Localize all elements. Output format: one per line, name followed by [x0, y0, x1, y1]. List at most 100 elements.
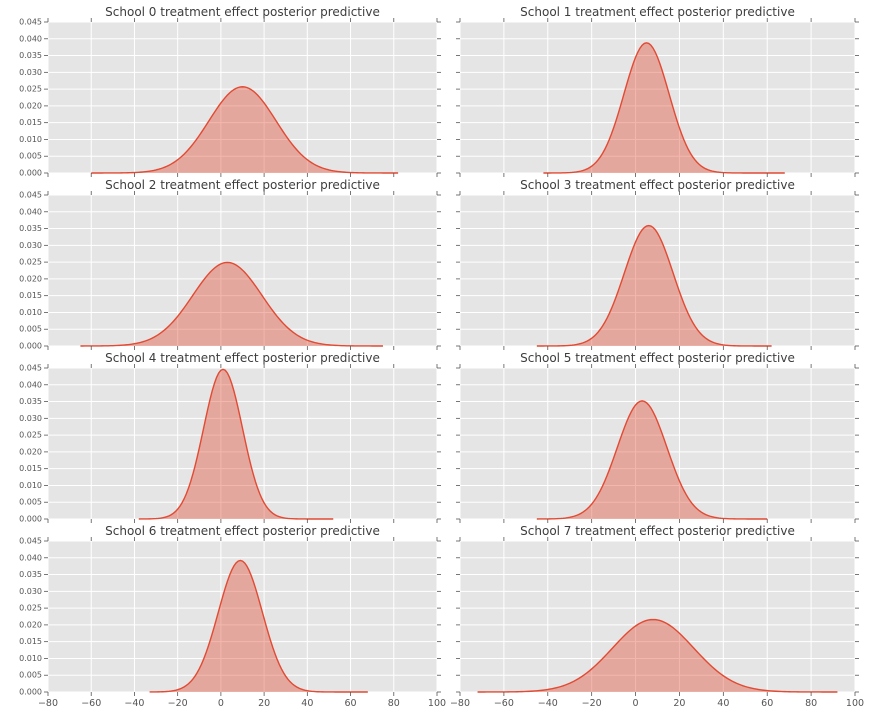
- x-tick-label: −40: [124, 698, 144, 709]
- subplot-school-0: 0.000 0.005 0.010 0.015 0.020 0.025 0.030 0.035…: [19, 5, 441, 178]
- density-fill: [91, 86, 399, 173]
- y-tick-label: 0.020: [19, 274, 42, 283]
- x-tick-label: −80: [450, 698, 470, 709]
- y-tick-label: 0.020: [19, 447, 42, 456]
- y-tick-label: 0.010: [19, 654, 42, 663]
- y-tick-label: 0.005: [19, 498, 42, 507]
- subplot-school-6: −80 −60 −40 −20 0 20 40 60 80 100 0.000 0.005 0.010 0…: [19, 524, 446, 709]
- x-tick-label: −20: [582, 698, 602, 709]
- y-tick-label: 0.030: [19, 587, 42, 596]
- x-tick-label: 80: [388, 698, 400, 709]
- y-tick-label: 0.040: [19, 380, 42, 389]
- subplot-title: School 0 treatment effect posterior pred…: [105, 5, 380, 19]
- y-tick-label: 0.005: [19, 671, 42, 680]
- y-tick-label: 0.015: [19, 464, 42, 473]
- density-line: [149, 559, 368, 693]
- y-tick-label: 0.010: [19, 135, 42, 144]
- plot-area: [48, 368, 437, 519]
- density-line: [477, 618, 838, 693]
- x-tick-label: −60: [494, 698, 514, 709]
- y-tick-label: 0.030: [19, 414, 42, 423]
- x-tick-label: 40: [717, 698, 729, 709]
- density-line: [91, 86, 399, 174]
- plot-area: [48, 541, 437, 692]
- y-tick-label: 0.045: [19, 364, 42, 373]
- density-line: [536, 400, 768, 520]
- y-tick-label: 0.015: [19, 637, 42, 646]
- y-tick-label: 0.035: [19, 51, 42, 60]
- x-tick-label: −40: [538, 698, 558, 709]
- density-line: [80, 261, 383, 347]
- plot-area: [460, 368, 855, 519]
- y-tick-label: 0.035: [19, 397, 42, 406]
- y-tick-label: 0.045: [19, 191, 42, 200]
- x-tick-label: 20: [258, 698, 270, 709]
- y-tick-label: 0.030: [19, 241, 42, 250]
- y-tick-label: 0.015: [19, 291, 42, 300]
- subplot-school-7: −80 −60 −40 −20 0 20 40 60 80 100 School 7 treatme…: [450, 524, 864, 709]
- density-fill: [536, 225, 772, 346]
- y-tick-label: 0.040: [19, 207, 42, 216]
- subplot-title: School 5 treatment effect posterior pred…: [520, 351, 795, 365]
- density-fill: [138, 369, 334, 519]
- subplot-school-2: 0.000 0.005 0.010 0.015 0.020 0.025 0.030 0.035…: [19, 178, 441, 351]
- y-tick-label: 0.020: [19, 101, 42, 110]
- plot-area: [460, 195, 855, 346]
- x-tick-label: 80: [805, 698, 817, 709]
- density-line: [138, 368, 334, 520]
- plot-area: [460, 22, 855, 173]
- subplot-school-1: School 1 treatment effect posterior pred…: [456, 5, 859, 177]
- y-tick-label: 0.025: [19, 258, 42, 267]
- y-tick-label: 0.000: [19, 688, 42, 697]
- x-tick-label: 40: [301, 698, 313, 709]
- y-tick-label: 0.015: [19, 118, 42, 127]
- x-tick-label: −60: [81, 698, 101, 709]
- x-tick-label: 100: [428, 698, 446, 709]
- subplot-title: School 2 treatment effect posterior pred…: [105, 178, 380, 192]
- y-tick-label: 0.035: [19, 570, 42, 579]
- y-tick-label: 0.035: [19, 224, 42, 233]
- y-tick-label: 0.000: [19, 515, 42, 524]
- y-tick-label: 0.000: [19, 342, 42, 351]
- x-tick-label: −80: [38, 698, 58, 709]
- subplot-title: School 7 treatment effect posterior pred…: [520, 524, 795, 538]
- x-tick-label: 60: [345, 698, 357, 709]
- y-tick-label: 0.045: [19, 537, 42, 546]
- subplot-title: School 3 treatment effect posterior pred…: [520, 178, 795, 192]
- y-tick-label: 0.005: [19, 152, 42, 161]
- y-tick-label: 0.025: [19, 604, 42, 613]
- x-tick-label: 0: [633, 698, 639, 709]
- density-fill: [80, 262, 383, 346]
- y-tick-label: 0.025: [19, 85, 42, 94]
- y-tick-label: 0.010: [19, 481, 42, 490]
- subplot-title: School 4 treatment effect posterior pred…: [105, 351, 380, 365]
- plot-area: [48, 22, 437, 173]
- density-fill: [477, 619, 838, 692]
- subplot-title: School 1 treatment effect posterior pred…: [520, 5, 795, 19]
- plot-area: [460, 541, 855, 692]
- subplot-school-3: School 3 treatment effect posterior pred…: [456, 178, 859, 350]
- y-tick-label: 0.045: [19, 18, 42, 27]
- y-tick-label: 0.020: [19, 620, 42, 629]
- y-tick-label: 0.025: [19, 431, 42, 440]
- x-tick-label: 60: [761, 698, 773, 709]
- x-tick-label: 100: [846, 698, 864, 709]
- x-tick-label: 20: [673, 698, 685, 709]
- x-tick-label: −20: [168, 698, 188, 709]
- density-fill: [543, 42, 785, 173]
- y-tick-label: 0.040: [19, 34, 42, 43]
- x-tick-label: 0: [218, 698, 224, 709]
- subplot-school-4: 0.000 0.005 0.010 0.015 0.020 0.025 0.030 0.035…: [19, 351, 441, 524]
- density-line: [543, 42, 785, 174]
- density-fill: [536, 400, 768, 519]
- y-tick-label: 0.005: [19, 325, 42, 334]
- y-tick-label: 0.000: [19, 169, 42, 178]
- subplot-title: School 6 treatment effect posterior pred…: [105, 524, 380, 538]
- y-tick-label: 0.010: [19, 308, 42, 317]
- density-line: [536, 224, 772, 347]
- subplot-school-5: School 5 treatment effect posterior pred…: [456, 351, 859, 523]
- y-tick-label: 0.030: [19, 68, 42, 77]
- y-tick-label: 0.040: [19, 553, 42, 562]
